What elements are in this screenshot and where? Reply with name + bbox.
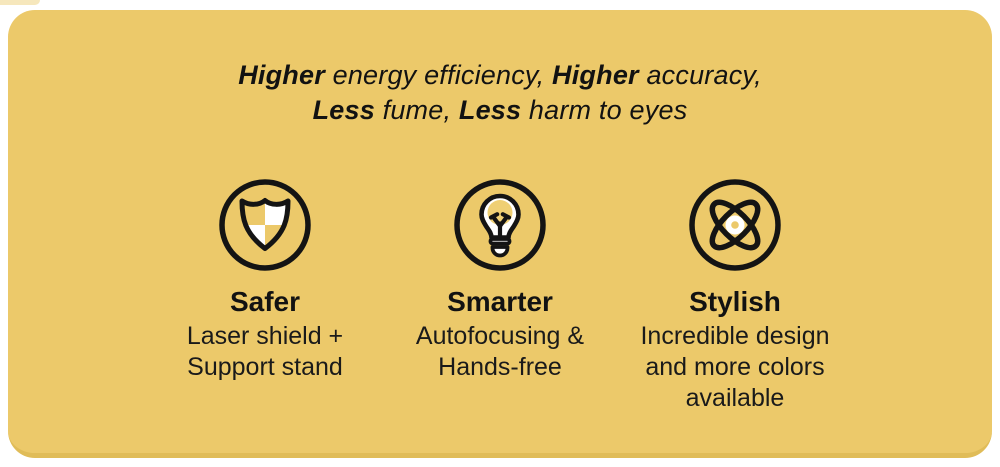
headline-emphasis: Less [312,95,375,125]
headline-emphasis: Less [458,95,522,125]
feature-description: Laser shield + Support stand [186,322,344,381]
feature-title: Stylish [689,286,781,317]
promo-card: Higher energy efficiency, Higher accurac… [8,10,992,458]
atom-icon [689,179,781,271]
headline-emphasis: Higher [238,60,325,90]
shield-icon [219,179,311,271]
feature-title: Safer [229,286,301,317]
headline-line-1: Higher energy efficiency, Higher accurac… [238,60,762,90]
feature-description: Autofocusing & Hands-free [415,322,585,381]
feature-safer: Safer Laser shield + Support stand [148,179,383,414]
feature-stylish: Stylish Incredible design and more color… [618,179,853,414]
features-row: Safer Laser shield + Support stand [8,179,992,414]
feature-smarter: Smarter Autofocusing & Hands-free [383,179,618,414]
lightbulb-icon [454,179,546,271]
headline-line-2: Less fume, Less harm to eyes [312,95,688,125]
feature-title: Smarter [447,286,553,317]
previous-card-remnant [0,0,40,5]
headline: Higher energy efficiency, Higher accurac… [8,58,992,128]
feature-description: Incredible design and more colors availa… [640,322,830,412]
headline-emphasis: Higher [552,60,639,90]
